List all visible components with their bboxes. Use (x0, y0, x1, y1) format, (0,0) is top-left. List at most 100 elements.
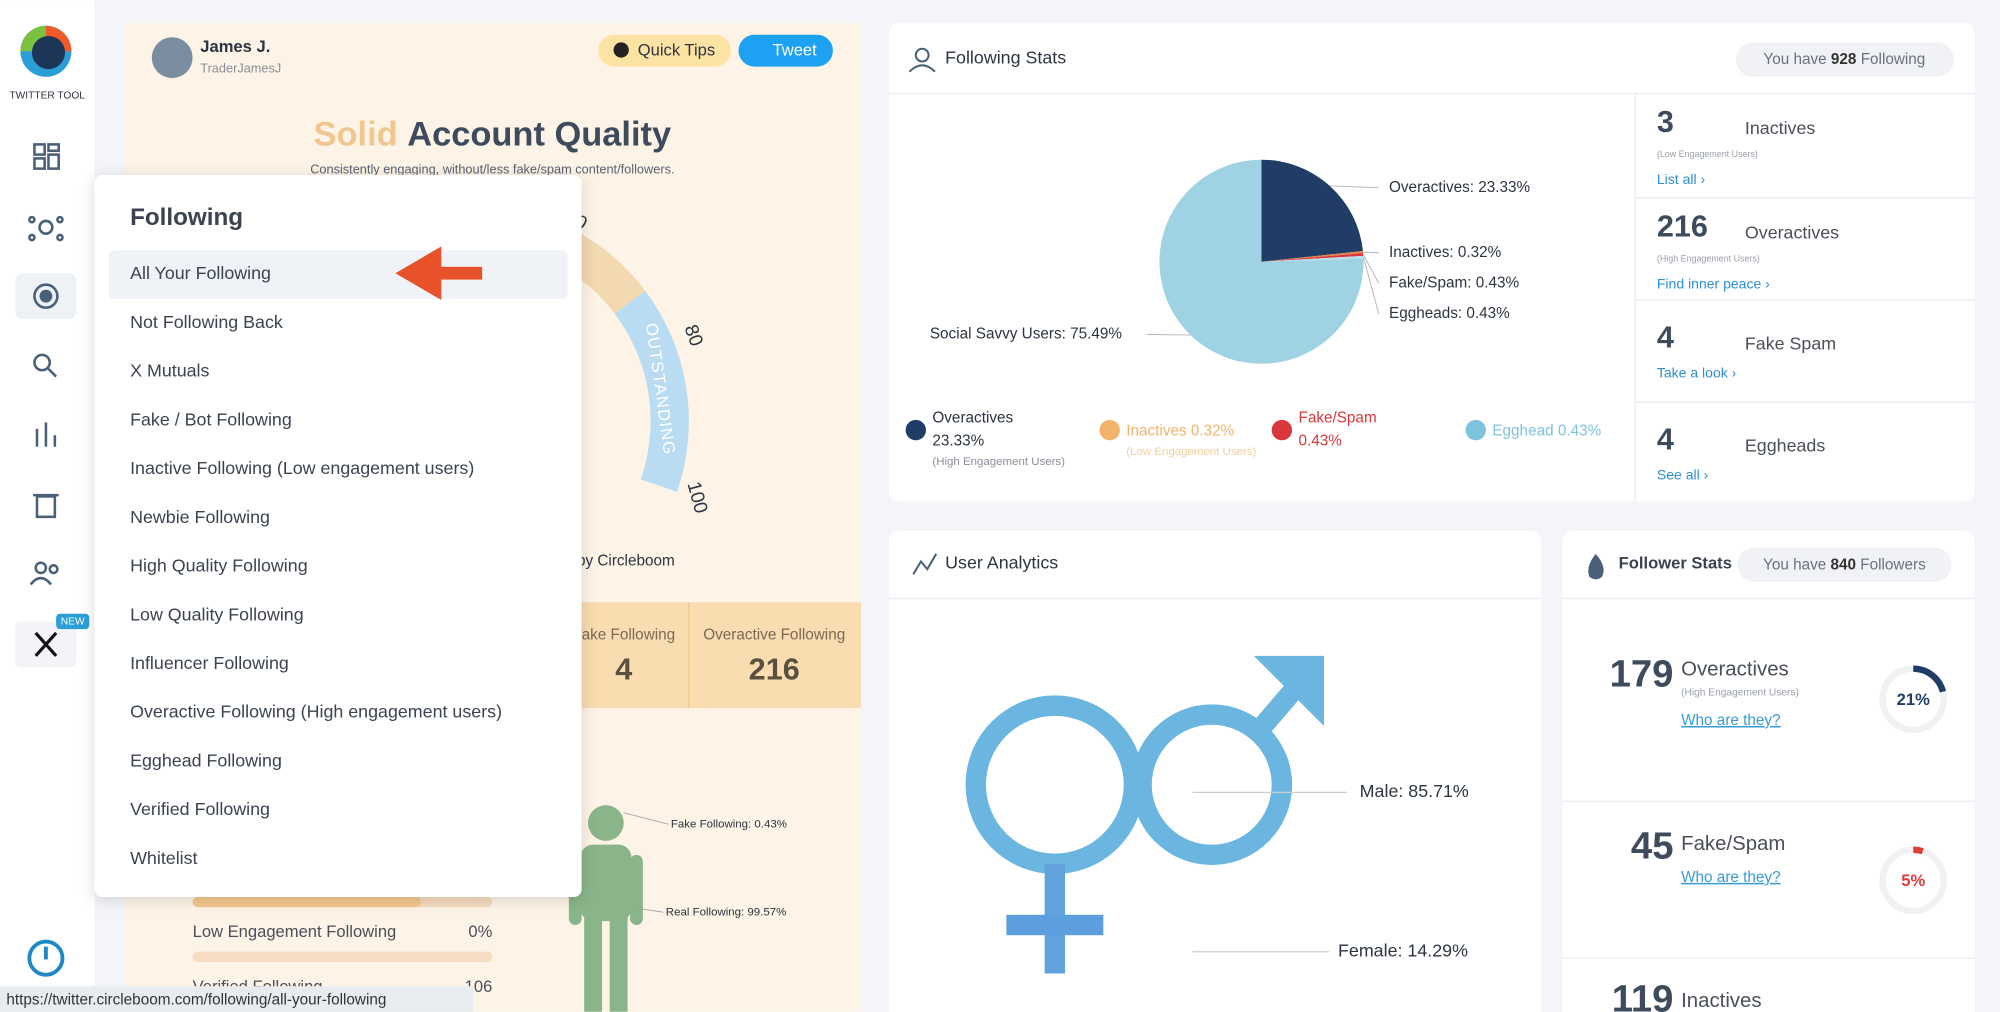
summary-suffix: Followers (1860, 556, 1926, 573)
summary-prefix: You have (1763, 556, 1826, 573)
legend-icon (1271, 419, 1293, 441)
leader-line (1362, 257, 1380, 315)
quick-tips-button[interactable] (598, 34, 731, 67)
brand: TWITTER TOOL (9, 91, 85, 102)
quality-level: Solid (314, 116, 398, 154)
gender-label: Male: 85.71% (1360, 781, 1469, 801)
menu-item[interactable]: Not Following Back (130, 312, 283, 332)
menu-item[interactable]: Overactive Following (High engagement us… (130, 702, 502, 722)
legend-name: Inactives 0.32% (1126, 422, 1234, 439)
follower-rows: 179 Overactives (High Engagement Users) Who… (1562, 652, 1975, 1012)
menu-item[interactable]: Whitelist (130, 848, 197, 868)
figure-label: Fake Following: 0.43% (671, 818, 787, 830)
menu-item[interactable]: High Quality Following (130, 556, 308, 576)
follower-count: 119 (1612, 978, 1674, 1012)
users-icon (908, 47, 936, 73)
legend-note: (High Engagement Users) (932, 456, 1065, 468)
follower-count: 45 (1631, 825, 1674, 868)
tweet-button[interactable] (738, 34, 833, 67)
bulb-icon (613, 42, 629, 58)
status-url: https://twitter.circleboom.com/following… (6, 991, 386, 1008)
follower-note: (High Engagement Users) (1681, 688, 1799, 699)
nav-icons[interactable] (15, 143, 77, 668)
legend-name: Overactives (932, 410, 1013, 427)
quality-subtitle: Consistently engaging, without/less fake… (310, 161, 674, 176)
follower-count: 179 (1610, 652, 1674, 695)
menu-item[interactable]: Newbie Following (130, 507, 270, 527)
summary-pill (1735, 42, 1955, 77)
figure-label: Real Following: 99.57% (666, 906, 786, 918)
card-count: 4 (1657, 423, 1674, 457)
following-menu (94, 175, 582, 897)
profile-handle: TraderJamesJ (200, 61, 281, 76)
menu-item[interactable]: Low Quality Following (130, 604, 304, 624)
follower-label: Inactives (1681, 990, 1761, 1012)
pie-slice (1261, 255, 1364, 262)
menu-item[interactable]: Inactive Following (Low engagement users… (130, 458, 474, 478)
card-link[interactable]: See all › (1657, 467, 1709, 483)
card-count: 3 (1657, 105, 1674, 139)
stat-cards: 3 Inactives (Low Engagement Users) List all… (1635, 105, 1975, 483)
legend-note: (Low Engagement Users) (1126, 446, 1256, 458)
follower-stats-card (1562, 530, 1975, 1012)
follower-label: Overactives (1681, 658, 1789, 680)
card-title: Follower Stats (1619, 553, 1732, 572)
tweet-label: Tweet (773, 41, 818, 60)
flame-icon (1588, 553, 1604, 580)
pie-label: Eggheads: 0.43% (1389, 305, 1510, 322)
card-label: Eggheads (1745, 435, 1825, 455)
follower-label: Fake/Spam (1681, 833, 1785, 855)
menu-item[interactable]: Fake / Bot Following (130, 409, 292, 429)
card-count: 216 (1657, 210, 1708, 244)
legend: Overactives 23.33% (High Engagement Users)… (905, 410, 1602, 468)
breakdown-value: 0% (468, 922, 492, 941)
summary: You have 928 Following (1763, 51, 1925, 68)
summary-prefix: You have (1763, 51, 1826, 68)
menu-item[interactable]: All Your Following (130, 263, 271, 283)
menu-items: All Your Following Not Following Back X Mu… (108, 250, 568, 868)
menu-item-highlight (108, 250, 568, 299)
leader-line (1362, 254, 1380, 284)
pie-label: Inactives: 0.32% (1389, 244, 1502, 261)
stats-row-cells: Fake Following 4 Overactive Following 216 (572, 627, 845, 687)
avatar (151, 37, 193, 79)
legend-name: Fake/Spam (1298, 410, 1376, 427)
quality-title: Solid Account Quality (314, 116, 672, 154)
power-button[interactable] (27, 939, 65, 977)
ring-label: 21% (1897, 690, 1930, 709)
menu-item[interactable]: X Mutuals (130, 361, 209, 381)
summary-pill (1737, 547, 1952, 582)
follower-link[interactable]: Who are they? (1681, 712, 1780, 729)
menu-item[interactable]: Egghead Following (130, 750, 282, 770)
card-link[interactable]: Find inner peace › (1657, 275, 1770, 291)
card-label: Inactives (1745, 118, 1815, 138)
pointer-arrow (395, 246, 483, 301)
card-label: Fake Spam (1745, 333, 1836, 353)
leader-line (1329, 185, 1379, 189)
new-badge (56, 613, 90, 630)
legend-value: 23.33% (932, 433, 984, 450)
human-figure (568, 805, 643, 1012)
menu-item[interactable]: Influencer Following (130, 653, 289, 673)
menu-item[interactable]: Verified Following (130, 799, 270, 819)
gender-label: Female: 14.29% (1338, 941, 1468, 961)
quick-tips-label: Quick Tips (638, 41, 715, 60)
leader-line (623, 812, 669, 825)
menu-title: Following (130, 204, 243, 231)
pie-slice (1159, 159, 1364, 364)
legend-icon (1465, 419, 1486, 441)
follower-link[interactable]: Who are they? (1681, 869, 1780, 886)
summary-suffix: Following (1861, 51, 1926, 68)
card-note: (High Engagement Users) (1657, 254, 1760, 264)
card-link[interactable]: List all › (1657, 171, 1706, 187)
card-link[interactable]: Take a look › (1657, 365, 1737, 381)
summary-count: 840 (1831, 556, 1857, 573)
progress-fill (192, 896, 421, 908)
pie-slice (1261, 159, 1363, 262)
card-count: 4 (1657, 321, 1674, 355)
leader-line (1363, 251, 1379, 254)
pie-label: Overactives: 23.33% (1389, 179, 1531, 196)
gauge-credit: by Circleboom (577, 553, 675, 570)
progress-track (192, 951, 493, 962)
